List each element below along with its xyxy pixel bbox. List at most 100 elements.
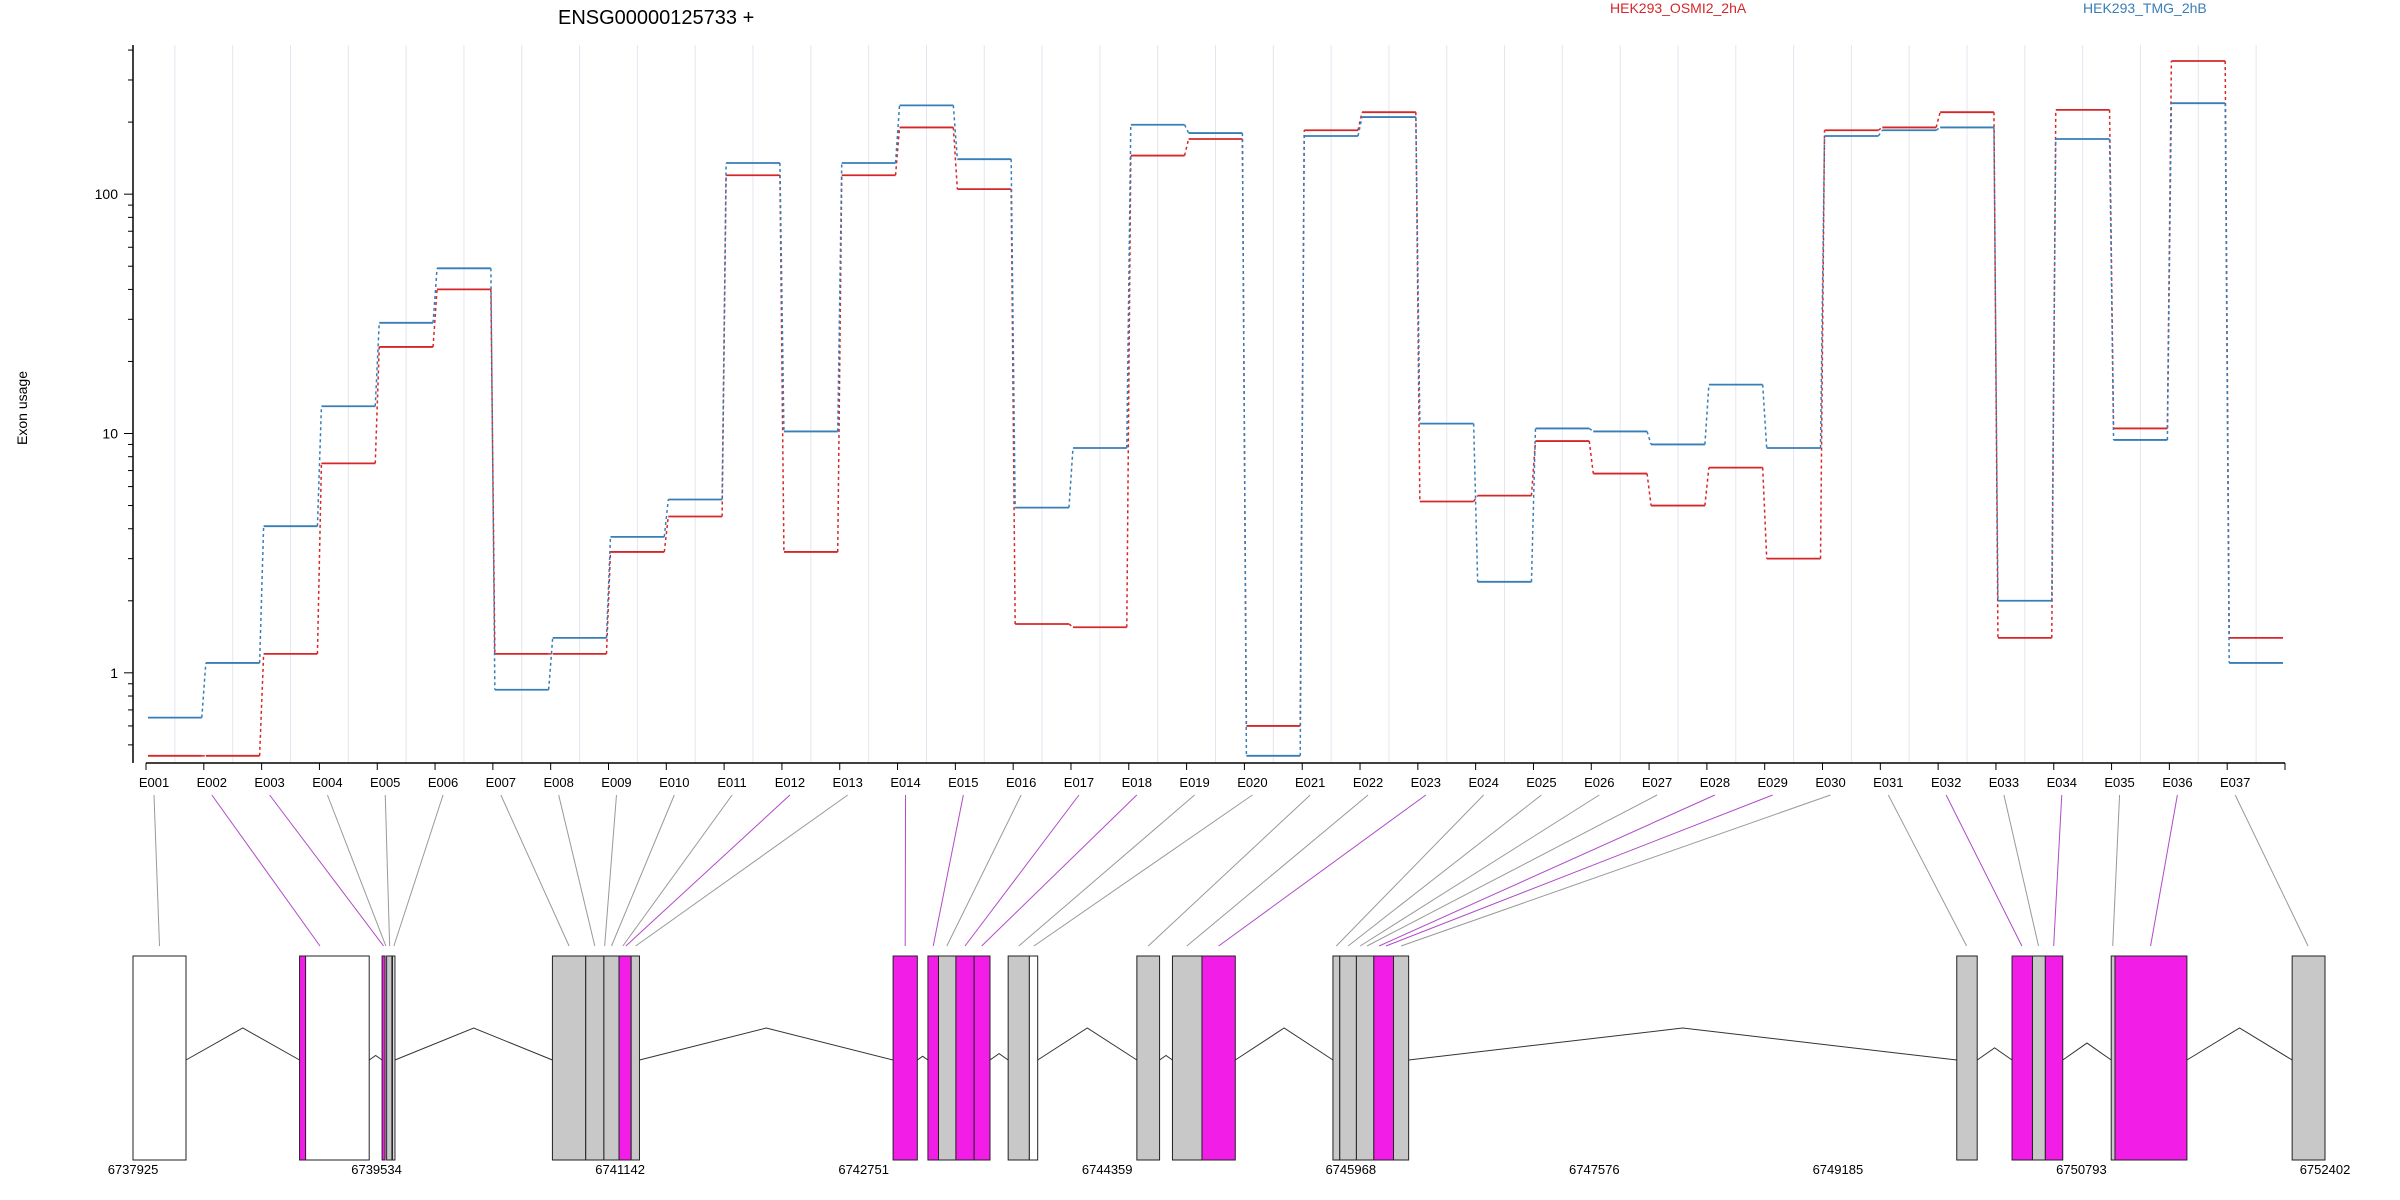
exon-label: E004: [312, 775, 342, 790]
series-connector: [1530, 428, 1537, 582]
exon-box: [1201, 955, 1236, 1161]
legend-series-b: HEK293_TMG_2hB: [2083, 0, 2207, 16]
series-connector: [1761, 467, 1768, 559]
exon-label: E010: [659, 775, 689, 790]
exon-label: E023: [1411, 775, 1441, 790]
connector-E003: [269, 794, 384, 947]
series-connector: [1010, 159, 1016, 508]
series-connector: [1068, 623, 1074, 628]
series-connector: [1472, 423, 1479, 582]
exon-connectors: [153, 794, 2309, 947]
exon-label: E011: [717, 775, 746, 790]
series-connector: [2166, 103, 2173, 440]
exon-box: [1136, 955, 1161, 1161]
series-connector: [258, 653, 265, 756]
connector-E032: [1945, 794, 2023, 947]
exon-box: [1956, 955, 1978, 1161]
series-connector: [258, 526, 265, 663]
series-connector: [2108, 139, 2115, 440]
series-connector: [952, 105, 959, 160]
exon-box: [2011, 955, 2033, 1161]
connector-E030: [1400, 794, 1831, 947]
intron-line: [185, 1027, 300, 1061]
exon-box: [551, 955, 587, 1161]
connector-E005: [384, 794, 391, 947]
coordinate-label: 6737925: [108, 1162, 159, 1177]
exon-box: [1171, 955, 1203, 1161]
exon-label: E006: [428, 775, 458, 790]
exon-box: [892, 955, 918, 1161]
exon-box: [1393, 955, 1410, 1161]
exon-label: E028: [1700, 775, 1730, 790]
series-connector: [1704, 384, 1710, 445]
exon-box: [1373, 955, 1395, 1161]
exon-box: [2031, 955, 2046, 1161]
coordinate-label: 6750793: [2056, 1162, 2107, 1177]
exon-box: [603, 955, 620, 1161]
series-connector: [1473, 495, 1479, 502]
chart-title: ENSG00000125733 +: [558, 7, 754, 29]
connector-E008: [558, 794, 596, 947]
series-connector: [1877, 129, 1883, 137]
exon-box: [2044, 955, 2064, 1161]
series-connector: [1761, 384, 1768, 449]
connector-E029: [1385, 794, 1773, 947]
intron-line: [1408, 1027, 1957, 1061]
series-connector: [1126, 155, 1132, 628]
series-connector: [1415, 112, 1421, 502]
connector-E036: [2150, 794, 2178, 947]
connector-E034: [2053, 794, 2063, 947]
series-connector: [316, 463, 323, 654]
exon-label: E018: [1122, 775, 1152, 790]
series-connector: [1588, 440, 1595, 474]
exon-label-row: E001 E002 E003 E004 E005 E006 E007 E008 E009 E010…: [139, 775, 2251, 790]
connector-E016: [946, 794, 1022, 947]
series-connector: [1993, 127, 1999, 601]
exon-label: E016: [1006, 775, 1036, 790]
connector-E006: [393, 794, 444, 947]
exon-box: [630, 955, 640, 1161]
exon-box: [955, 955, 975, 1161]
exon-box: [618, 955, 632, 1161]
coordinate-axis: 6737925 6739534 6741142 6742751 6744359 67459…: [108, 1162, 2351, 1177]
connector-E026: [1359, 794, 1600, 947]
exon-label: E017: [1064, 775, 1094, 790]
series-connector: [1646, 431, 1652, 445]
series-connector: [779, 175, 785, 552]
series-connector: [374, 322, 380, 407]
connector-E007: [500, 794, 570, 947]
series-connector: [1241, 133, 1248, 756]
series-connector: [1183, 124, 1190, 134]
intron-line: [917, 1055, 929, 1061]
intron-line: [1976, 1047, 2013, 1061]
series-connector: [894, 105, 901, 164]
series-connector: [952, 127, 959, 190]
y-tick-label: 10: [102, 425, 118, 441]
connector-E027: [1366, 794, 1658, 947]
connector-E011: [622, 794, 733, 947]
series-connector: [490, 289, 496, 654]
exon-label: E022: [1353, 775, 1383, 790]
series-connector: [316, 406, 323, 527]
exon-label: E036: [2162, 775, 2192, 790]
intron-line: [368, 1054, 383, 1061]
connector-E001: [153, 794, 160, 947]
series-connector: [779, 162, 785, 432]
exon-label: E014: [890, 775, 920, 790]
exon-box: [2110, 955, 2116, 1161]
connector-E004: [326, 794, 387, 947]
series-connector: [1126, 124, 1132, 448]
series-connector: [2051, 139, 2057, 601]
connector-E015: [932, 794, 964, 947]
exon-label: E019: [1179, 775, 1209, 790]
series-connector: [1357, 116, 1363, 137]
connector-E021: [1147, 794, 1311, 947]
coordinate-label: 6741142: [595, 1162, 645, 1177]
coordinate-label: 6742751: [838, 1162, 889, 1177]
series-connector: [1819, 135, 1826, 448]
exon-box: [927, 955, 940, 1161]
exon-label: E030: [1815, 775, 1845, 790]
exon-box: [585, 955, 605, 1161]
exon-label: E024: [1468, 775, 1498, 790]
series-connector: [605, 551, 612, 654]
